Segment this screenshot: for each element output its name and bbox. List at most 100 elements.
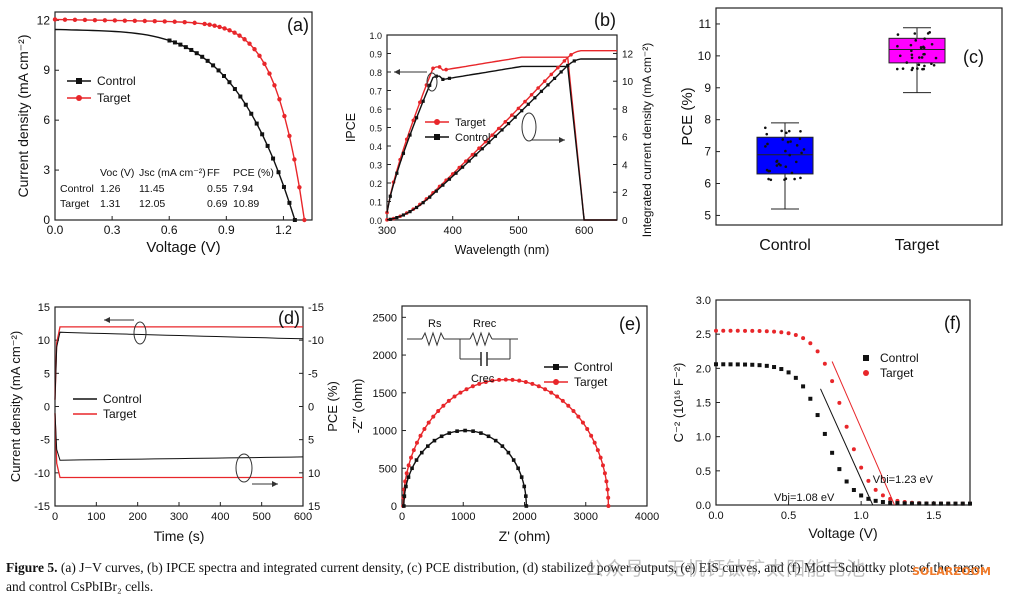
panel-e-ytick-label: 0 bbox=[391, 501, 397, 513]
series-control-marker bbox=[471, 429, 475, 433]
series-control-marker bbox=[735, 362, 740, 367]
series-target-ipce-marker bbox=[431, 66, 435, 71]
series-control-marker bbox=[486, 434, 491, 439]
series-target-integrated-marker bbox=[536, 86, 540, 90]
series-target-marker bbox=[728, 328, 733, 333]
series-target-marker bbox=[604, 479, 609, 484]
panel-d-ytick-label: 0 bbox=[44, 402, 50, 414]
box-target-point bbox=[922, 46, 926, 50]
panel-d-y2tick-label: 10 bbox=[308, 468, 320, 480]
series-control-integrated-marker bbox=[414, 205, 419, 210]
box-control-point bbox=[802, 148, 806, 151]
panel-f-xtick-label: 1.0 bbox=[853, 510, 868, 522]
panel-d-y2tick-label: -5 bbox=[308, 368, 318, 380]
panel-a-ytick-label: 9 bbox=[43, 63, 50, 77]
box-target-point bbox=[896, 44, 899, 48]
panel-b-legend-target-label: Target bbox=[455, 117, 486, 129]
series-target-marker bbox=[571, 408, 576, 413]
series-control-marker bbox=[200, 54, 205, 59]
series-target-marker bbox=[510, 377, 515, 382]
panel-e-ytick-label: 1000 bbox=[373, 426, 397, 438]
box-target-point bbox=[917, 63, 921, 67]
panel-e-ytick-label: 2500 bbox=[373, 312, 397, 324]
series-control-integrated-marker bbox=[421, 201, 425, 205]
series-target-marker bbox=[72, 17, 78, 23]
series-control-marker bbox=[221, 74, 226, 79]
panel-d-xtick-label: 0 bbox=[52, 511, 58, 523]
series-control-marker bbox=[888, 500, 893, 505]
box-target-point bbox=[919, 46, 923, 50]
box-target-point bbox=[909, 43, 913, 47]
series-control-marker bbox=[917, 501, 922, 506]
panel-d-xtick-label: 600 bbox=[294, 511, 312, 523]
series-control-line bbox=[403, 429, 527, 507]
panel-e-xtick-label: 0 bbox=[399, 511, 405, 523]
panel-a-xlabel: Voltage (V) bbox=[146, 239, 220, 256]
series-target-integrated-marker bbox=[496, 126, 501, 131]
series-control-integrated-marker bbox=[513, 115, 517, 119]
panel-f-ytick-label: 1.0 bbox=[696, 432, 711, 444]
series-control-integrated-marker bbox=[441, 183, 445, 187]
series-control-marker bbox=[276, 170, 281, 175]
panel-a-table-cell: 11.45 bbox=[139, 183, 165, 195]
series-target-marker bbox=[422, 427, 427, 432]
series-control-marker bbox=[194, 51, 199, 56]
panel-b-label: (b) bbox=[594, 10, 616, 30]
panel-c-ytick-label: 6 bbox=[704, 177, 711, 191]
box-target-point bbox=[934, 56, 938, 60]
panel-f-xtick-label: 1.5 bbox=[926, 510, 941, 522]
series-control-marker bbox=[721, 362, 726, 367]
panel-c-ytick-label: 5 bbox=[704, 208, 711, 222]
panel-b-ytick-label: 0.0 bbox=[369, 216, 382, 226]
series-control-marker bbox=[880, 500, 885, 505]
series-control-marker bbox=[786, 370, 791, 375]
series-target-integrated-marker bbox=[523, 99, 527, 104]
panel-f-ytick-label: 3.0 bbox=[696, 295, 711, 307]
series-control-marker bbox=[447, 431, 452, 435]
panel-a-table-header: FF bbox=[207, 167, 220, 179]
box-target-point bbox=[896, 33, 900, 36]
series-control-marker bbox=[406, 475, 411, 479]
panel-d-frame bbox=[54, 306, 304, 507]
series-control-integrated-marker bbox=[520, 109, 524, 113]
panel-d-xtick-label: 400 bbox=[211, 511, 229, 523]
series-target-marker bbox=[721, 328, 726, 333]
box-control-point bbox=[768, 169, 772, 173]
series-target-marker bbox=[458, 390, 463, 395]
series-control-ipce-marker bbox=[421, 99, 425, 103]
series-control-marker bbox=[172, 40, 177, 45]
series-target-marker bbox=[764, 329, 769, 334]
series-target-marker bbox=[426, 420, 431, 425]
series-target-marker bbox=[192, 20, 197, 26]
panel-f-ytick-label: 2.0 bbox=[696, 363, 711, 375]
box-target-point bbox=[932, 63, 936, 67]
series-control-integrated-marker bbox=[500, 128, 504, 132]
box-control-point bbox=[798, 137, 802, 141]
series-control-marker bbox=[844, 479, 849, 484]
series-target-ipce-marker bbox=[411, 118, 416, 123]
series-target-integrated-marker bbox=[483, 139, 488, 144]
panel-b-y2tick-label: 2 bbox=[622, 188, 628, 199]
series-control-marker bbox=[909, 501, 914, 506]
series-target-marker bbox=[844, 424, 849, 429]
series-target-marker bbox=[404, 471, 409, 476]
panel-a-ytick-label: 6 bbox=[43, 113, 50, 127]
watermark: 公众号 · 无机钙钛矿太阳能电池 bbox=[585, 558, 867, 580]
series-control-marker bbox=[243, 102, 248, 107]
series-target-marker bbox=[411, 448, 416, 453]
panel-b-ylabel: IPCE bbox=[344, 113, 358, 142]
series-target-line bbox=[402, 378, 610, 507]
series-control-integrated-marker bbox=[388, 217, 392, 221]
series-control-marker bbox=[946, 501, 951, 506]
panel-c-xtick-label: Target bbox=[895, 237, 940, 254]
series-control-marker bbox=[924, 501, 929, 506]
series-target-marker bbox=[598, 455, 603, 460]
series-target-integrated-marker bbox=[569, 52, 573, 57]
panel-b-ytick-label: 0.7 bbox=[369, 87, 382, 97]
series-control-ipce-marker bbox=[428, 83, 432, 87]
panel-b-xtick-label: 400 bbox=[444, 225, 462, 237]
box-target-point bbox=[921, 67, 924, 71]
series-target-marker bbox=[589, 433, 594, 438]
series-control-marker bbox=[167, 38, 172, 43]
series-control-marker bbox=[479, 431, 483, 435]
